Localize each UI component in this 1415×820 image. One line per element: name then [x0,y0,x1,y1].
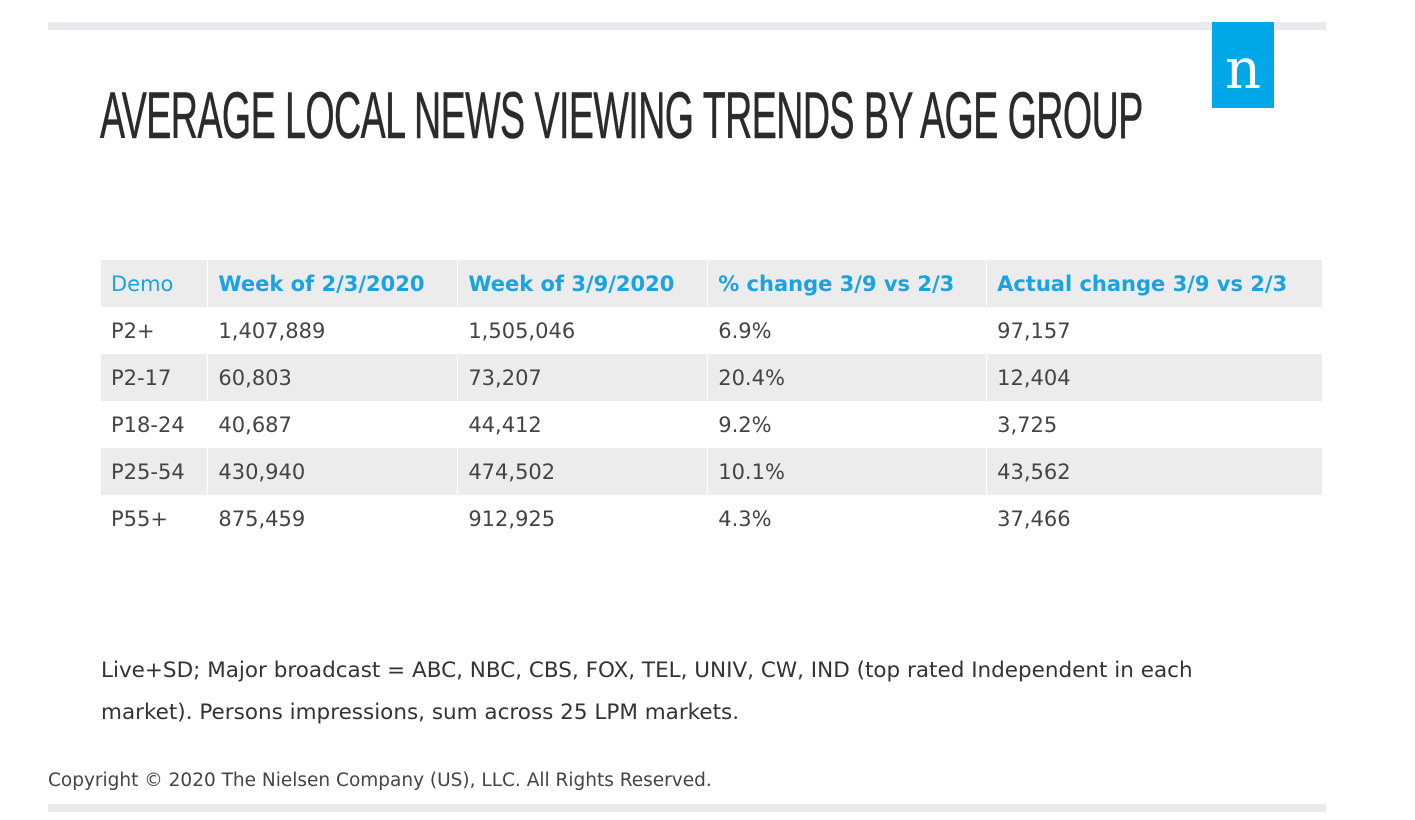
cell-percent-change: 6.9% [707,307,988,354]
cell-week-3-9: 474,502 [457,448,709,495]
column-header-week-3-9: Week of 3/9/2020 [457,260,709,307]
cell-demo: P18-24 [101,401,209,448]
cell-week-2-3: 875,459 [207,495,459,542]
table-header-row: Demo Week of 2/3/2020 Week of 3/9/2020 %… [101,260,1323,307]
table-row: P25-54 430,940 474,502 10.1% 43,562 [101,448,1323,495]
cell-demo: P25-54 [101,448,209,495]
cell-percent-change: 4.3% [707,495,988,542]
copyright-notice: Copyright © 2020 The Nielsen Company (US… [48,770,712,791]
logo-letter: n [1224,37,1262,102]
cell-demo: P2-17 [101,354,209,401]
cell-demo: P55+ [101,495,209,542]
bottom-divider [48,804,1326,812]
column-header-demo: Demo [101,260,209,307]
table-row: P55+ 875,459 912,925 4.3% 37,466 [101,495,1323,542]
cell-week-2-3: 430,940 [207,448,459,495]
cell-week-3-9: 44,412 [457,401,709,448]
cell-percent-change: 9.2% [707,401,988,448]
viewing-trends-table: Demo Week of 2/3/2020 Week of 3/9/2020 %… [101,260,1323,542]
column-header-percent-change: % change 3/9 vs 2/3 [707,260,988,307]
page-title: AVERAGE LOCAL NEWS VIEWING TRENDS BY AGE… [100,78,1144,152]
cell-actual-change: 12,404 [986,354,1323,401]
cell-actual-change: 43,562 [986,448,1323,495]
cell-week-2-3: 1,407,889 [207,307,459,354]
cell-week-2-3: 40,687 [207,401,459,448]
top-divider [48,22,1326,30]
column-header-actual-change: Actual change 3/9 vs 2/3 [986,260,1323,307]
cell-percent-change: 10.1% [707,448,988,495]
cell-week-3-9: 1,505,046 [457,307,709,354]
cell-week-3-9: 912,925 [457,495,709,542]
table-row: P2-17 60,803 73,207 20.4% 12,404 [101,354,1323,401]
cell-actual-change: 3,725 [986,401,1323,448]
cell-actual-change: 37,466 [986,495,1323,542]
table-row: P18-24 40,687 44,412 9.2% 3,725 [101,401,1323,448]
nielsen-logo: n [1212,22,1274,108]
cell-week-3-9: 73,207 [457,354,709,401]
table-row: P2+ 1,407,889 1,505,046 6.9% 97,157 [101,307,1323,354]
cell-percent-change: 20.4% [707,354,988,401]
footnote: Live+SD; Major broadcast = ABC, NBC, CBS… [101,658,1193,725]
cell-demo: P2+ [101,307,209,354]
cell-actual-change: 97,157 [986,307,1323,354]
cell-week-2-3: 60,803 [207,354,459,401]
column-header-week-2-3: Week of 2/3/2020 [207,260,459,307]
